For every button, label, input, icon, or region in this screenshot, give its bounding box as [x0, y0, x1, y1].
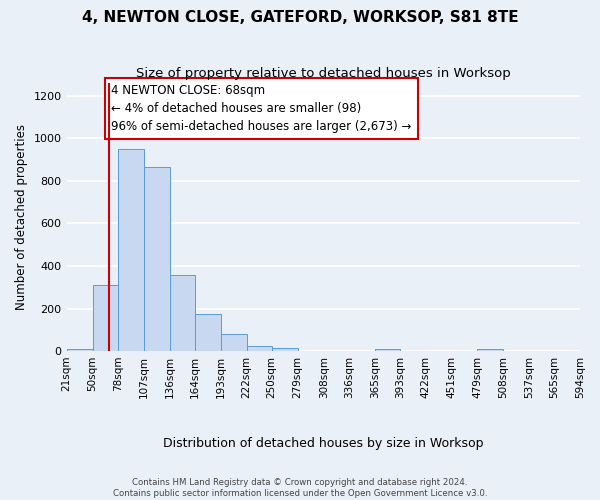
- Y-axis label: Number of detached properties: Number of detached properties: [15, 124, 28, 310]
- X-axis label: Distribution of detached houses by size in Worksop: Distribution of detached houses by size …: [163, 437, 484, 450]
- Text: 4, NEWTON CLOSE, GATEFORD, WORKSOP, S81 8TE: 4, NEWTON CLOSE, GATEFORD, WORKSOP, S81 …: [82, 10, 518, 25]
- Bar: [221, 334, 247, 351]
- Bar: [92, 285, 118, 351]
- Bar: [247, 346, 272, 351]
- Bar: [272, 348, 298, 351]
- Bar: [194, 314, 221, 351]
- Text: 4 NEWTON CLOSE: 68sqm
← 4% of detached houses are smaller (98)
96% of semi-detac: 4 NEWTON CLOSE: 68sqm ← 4% of detached h…: [112, 84, 412, 134]
- Bar: [118, 149, 143, 351]
- Bar: [477, 349, 503, 351]
- Text: Contains HM Land Registry data © Crown copyright and database right 2024.
Contai: Contains HM Land Registry data © Crown c…: [113, 478, 487, 498]
- Bar: [143, 167, 170, 351]
- Title: Size of property relative to detached houses in Worksop: Size of property relative to detached ho…: [136, 68, 511, 80]
- Bar: [67, 349, 92, 351]
- Bar: [170, 274, 194, 351]
- Bar: [375, 349, 400, 351]
